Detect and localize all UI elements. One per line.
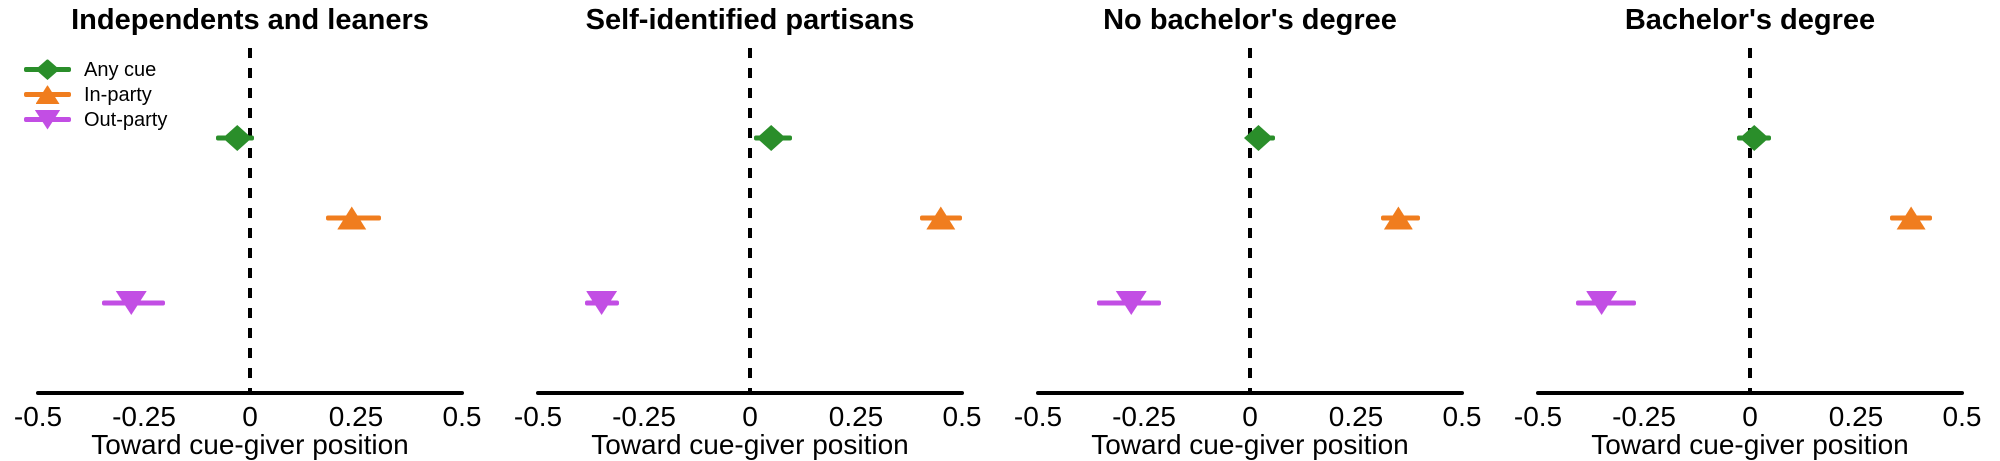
x-axis-tick-label: 0.5 xyxy=(442,401,482,432)
legend-label: Any cue xyxy=(84,58,157,81)
x-axis-title: Toward cue-giver position xyxy=(1591,429,1909,460)
x-axis-title: Toward cue-giver position xyxy=(591,429,909,460)
zero-reference-line xyxy=(248,48,252,391)
x-axis-tick-label: 0.25 xyxy=(328,401,384,432)
x-axis-tick-label: -0.25 xyxy=(1612,401,1676,432)
legend-line xyxy=(24,59,71,80)
x-axis-tick-label: -0.5 xyxy=(1513,401,1563,432)
legend-label: In-party xyxy=(84,83,152,106)
x-axis-ticks: -0.5 -0.25 0 0.25 0.5 xyxy=(14,400,482,432)
x-axis-line xyxy=(1036,391,1464,395)
x-axis-tick-label: 0.5 xyxy=(942,401,982,432)
panel-bachelors-degree: Bachelor's degree -0.5 -0.25 0 0.25 0.5 Towa… xyxy=(1500,0,2000,461)
panel-self-identified-partisans: Self-identified partisans -0.5 -0.25 0 0.25… xyxy=(500,0,1000,461)
triangle-up-icon xyxy=(35,85,60,104)
any-cue-point-estimate-marker xyxy=(1739,125,1769,151)
x-axis-line xyxy=(1536,391,1964,395)
x-axis-tick-label: 0.25 xyxy=(1828,401,1884,432)
x-axis-line xyxy=(536,391,964,395)
triangle-down-icon xyxy=(34,109,61,130)
panel-independents-and-leaners: Independents and leaners -0.5 -0.25 0 0.25 0… xyxy=(0,0,500,461)
any-cue-point-estimate-marker xyxy=(222,125,252,151)
x-axis-tick-label: 0 xyxy=(242,401,258,432)
any-cue-point-estimate-marker xyxy=(1243,125,1273,151)
legend-label: Out-party xyxy=(84,108,168,131)
panel-title: No bachelor's degree xyxy=(1103,4,1397,36)
x-axis-tick-label: 0 xyxy=(1242,401,1258,432)
legend-item-out-party: Out-party xyxy=(24,107,167,132)
x-axis-tick-label: -0.5 xyxy=(13,401,63,432)
x-axis-tick-label: 0.25 xyxy=(1328,401,1384,432)
legend-item-in-party: In-party xyxy=(24,82,167,107)
plot-area xyxy=(538,48,962,391)
any-cue-point-estimate-marker xyxy=(756,125,786,151)
legend-line xyxy=(24,85,71,104)
panel-no-bachelors-degree: No bachelor's degree -0.5 -0.25 0 0.25 0.5 T… xyxy=(1000,0,1500,461)
legend-item-any-cue: Any cue xyxy=(24,57,167,82)
x-axis-line xyxy=(36,391,464,395)
panel-title: Self-identified partisans xyxy=(585,4,915,36)
x-axis-tick-label: 0.25 xyxy=(828,401,884,432)
zero-reference-line xyxy=(1248,48,1252,391)
x-axis-tick-label: -0.5 xyxy=(513,401,563,432)
x-axis-ticks: -0.5 -0.25 0 0.25 0.5 xyxy=(1514,400,1982,432)
x-axis-tick-label: -0.5 xyxy=(1013,401,1063,432)
plot-area xyxy=(1538,48,1962,391)
panel-title: Independents and leaners xyxy=(71,4,429,36)
x-axis-ticks: -0.5 -0.25 0 0.25 0.5 xyxy=(514,400,982,432)
x-axis-ticks: -0.5 -0.25 0 0.25 0.5 xyxy=(1014,400,1482,432)
x-axis-tick-label: 0 xyxy=(742,401,758,432)
x-axis-tick-label: -0.25 xyxy=(612,401,676,432)
x-axis-tick-label: 0 xyxy=(1742,401,1758,432)
x-axis-tick-label: 0.5 xyxy=(1442,401,1482,432)
panel-title: Bachelor's degree xyxy=(1624,4,1876,36)
zero-reference-line xyxy=(748,48,752,391)
plot-area xyxy=(38,48,462,391)
x-axis-title: Toward cue-giver position xyxy=(91,429,409,460)
x-axis-tick-label: -0.25 xyxy=(1112,401,1176,432)
x-axis-tick-label: -0.25 xyxy=(112,401,176,432)
x-axis-tick-label: 0.5 xyxy=(1942,401,1982,432)
x-axis-title: Toward cue-giver position xyxy=(1091,429,1409,460)
diamond-icon xyxy=(35,59,60,80)
legend: Any cue In-party Out-party xyxy=(24,57,167,132)
legend-line xyxy=(24,109,71,130)
plot-area xyxy=(1038,48,1462,391)
zero-reference-line xyxy=(1748,48,1752,391)
